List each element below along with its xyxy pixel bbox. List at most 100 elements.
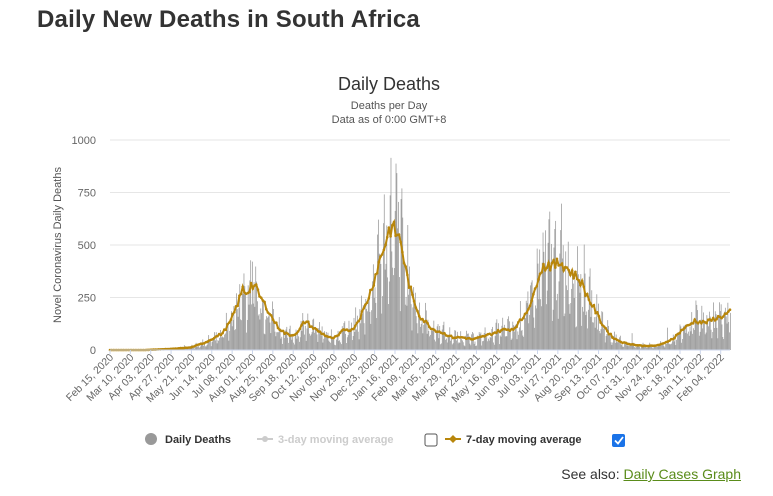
bar (724, 307, 726, 350)
bar (350, 328, 352, 350)
legend-item-daily-deaths[interactable]: Daily Deaths (145, 433, 231, 446)
bar (296, 338, 298, 350)
bar (218, 340, 220, 350)
y-axis-label: Novel Coronavirus Daily Deaths (52, 167, 64, 323)
bar (358, 339, 360, 350)
bar (467, 333, 468, 350)
daily-cases-graph-link[interactable]: Daily Cases Graph (623, 466, 742, 482)
bar (708, 326, 709, 350)
bar (236, 293, 237, 350)
avg-point (602, 325, 606, 328)
bar (353, 317, 355, 350)
bar (383, 223, 384, 350)
bar (709, 311, 710, 350)
avg-point (678, 332, 681, 335)
avg-point (226, 322, 229, 326)
bar (602, 312, 604, 350)
bar (671, 343, 672, 350)
bar (588, 276, 590, 350)
bar (404, 304, 406, 350)
three-day-checkbox[interactable] (424, 433, 438, 447)
avg-point (560, 262, 564, 265)
bar (550, 268, 551, 350)
avg-point (380, 253, 384, 256)
avg-point (424, 319, 428, 323)
bar (204, 346, 206, 350)
bar (371, 310, 373, 350)
bar (520, 330, 522, 350)
avg-point (720, 316, 723, 320)
bar (280, 338, 282, 350)
bar (234, 330, 236, 350)
bar (188, 348, 189, 350)
bar (612, 342, 614, 350)
bar (569, 313, 571, 350)
bar (560, 230, 562, 350)
bar (451, 338, 452, 350)
bar (498, 344, 500, 350)
bar (198, 346, 199, 350)
bar (341, 326, 343, 350)
legend-item-three-day[interactable]: 3-day moving average (257, 434, 394, 446)
y-axis: 0 250 500 750 1000 (72, 135, 96, 357)
bar (628, 346, 630, 350)
bar (272, 308, 274, 350)
avg-point (606, 329, 609, 333)
bar (215, 340, 216, 350)
bar (453, 336, 455, 350)
bar (216, 343, 218, 350)
bar (398, 201, 399, 350)
bar (508, 316, 509, 350)
legend-item-seven-day[interactable]: 7-day moving average (445, 434, 582, 446)
bar (680, 326, 682, 350)
bar (351, 340, 353, 350)
avg-point (295, 332, 298, 335)
bar (418, 316, 420, 350)
bar (693, 330, 695, 350)
bar (535, 308, 537, 350)
bar (354, 331, 356, 350)
bar (197, 346, 199, 350)
bar (225, 312, 227, 350)
avg-point (251, 287, 255, 290)
avg-point (359, 317, 362, 320)
bar (406, 305, 408, 350)
bar (618, 341, 620, 350)
bar (227, 324, 229, 350)
bar (652, 348, 654, 350)
bar (425, 302, 426, 350)
bar (546, 290, 548, 350)
bar (718, 315, 719, 350)
avg-point (354, 324, 357, 328)
bar (222, 337, 224, 350)
bar (477, 337, 479, 350)
bar (311, 332, 313, 350)
bar (470, 345, 472, 350)
bar (614, 331, 615, 350)
avg-point (364, 303, 367, 306)
bar (408, 294, 409, 350)
bar (644, 346, 646, 350)
avg-point (236, 304, 239, 308)
avg-point (705, 321, 708, 325)
bar (477, 335, 478, 350)
avg-point (691, 322, 695, 325)
avg-point (224, 328, 228, 332)
bar (315, 328, 317, 350)
bar (615, 334, 617, 350)
bar (595, 316, 597, 350)
bar (672, 334, 674, 350)
bar (443, 321, 445, 350)
bar (425, 310, 427, 350)
seven-day-checkbox[interactable] (612, 434, 625, 447)
bar (594, 327, 596, 350)
bar (717, 338, 719, 350)
bar (601, 311, 603, 350)
bar (196, 346, 198, 350)
avg-point (609, 332, 612, 336)
bar (519, 327, 520, 350)
avg-point (584, 294, 587, 298)
bar (667, 340, 669, 350)
bar (382, 296, 383, 350)
